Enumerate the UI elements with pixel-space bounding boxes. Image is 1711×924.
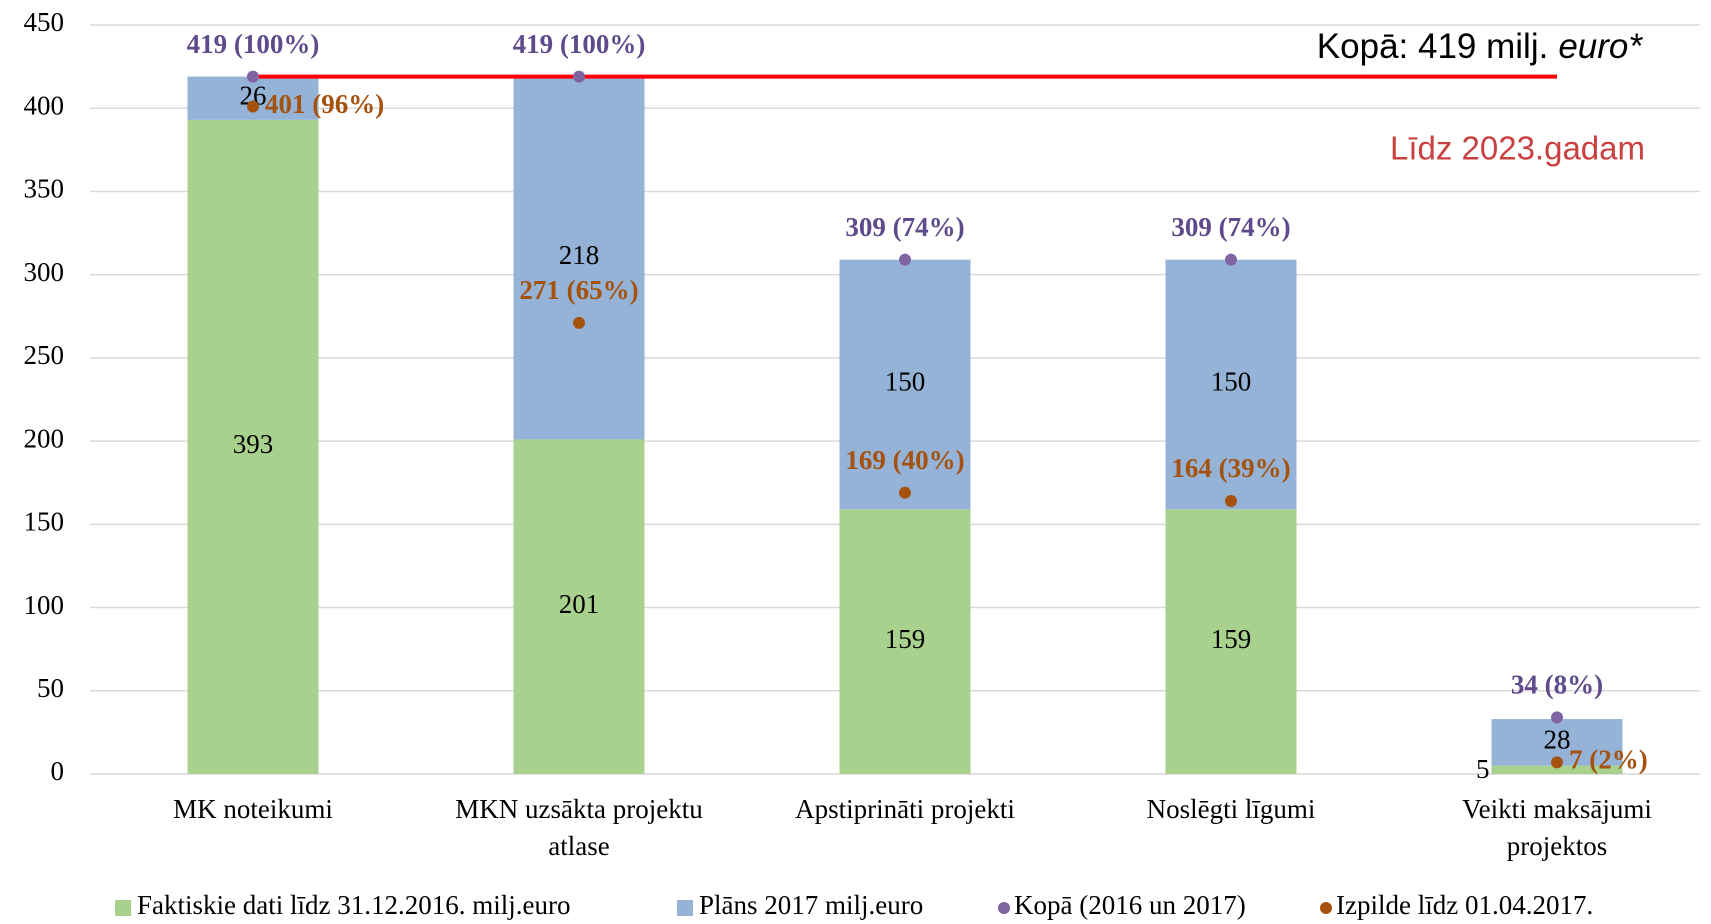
- legend-label: Plāns 2017 milj.euro: [699, 890, 923, 920]
- point-label: 164 (39%): [1171, 453, 1290, 483]
- note: Līdz 2023.gadam: [1390, 130, 1645, 167]
- point: [573, 70, 585, 83]
- y-tick-label: 150: [24, 507, 65, 537]
- point-label: 419 (100%): [513, 29, 646, 59]
- y-tick-label: 0: [51, 756, 65, 786]
- point: [1551, 711, 1563, 724]
- bar-segment: [839, 259, 971, 510]
- point: [247, 100, 259, 113]
- segment-label: 159: [885, 624, 926, 654]
- bar-segment: [839, 509, 971, 774]
- y-tick-label: 200: [24, 423, 65, 453]
- bar-segment: [187, 76, 319, 120]
- point-label: 34 (8%): [1511, 670, 1603, 700]
- point-label: 309 (74%): [845, 212, 964, 242]
- segment-label: 5: [1476, 754, 1490, 784]
- x-tick-label-line: atlase: [548, 831, 609, 861]
- point-label: 271 (65%): [519, 275, 638, 305]
- legend-label: Izpilde līdz 01.04.2017.: [1336, 890, 1593, 920]
- x-tick-label-line: projektos: [1507, 831, 1608, 861]
- bar-segment: [187, 119, 319, 774]
- legend-swatch: [677, 900, 693, 916]
- point-label: 401 (96%): [265, 89, 384, 119]
- bars: [187, 76, 1623, 774]
- point: [899, 486, 911, 499]
- legend-label: Faktiskie dati līdz 31.12.2016. milj.eur…: [137, 890, 570, 920]
- x-tick-label: MKN uzsākta projektu atlase: [455, 794, 703, 861]
- segment-label: 201: [559, 589, 600, 619]
- point: [247, 70, 259, 83]
- x-tick-label: Veikti maksājumi projektos: [1462, 794, 1652, 861]
- segment-label: 393: [233, 429, 274, 459]
- segment-label: 159: [1211, 624, 1252, 654]
- x-tick-label: Apstiprināti projekti: [795, 794, 1015, 824]
- x-tick-label: MK noteikumi: [173, 794, 333, 824]
- y-tick-label: 450: [24, 7, 65, 37]
- point: [1225, 495, 1237, 508]
- bar-segment: [513, 439, 645, 774]
- y-tick-label: 50: [37, 673, 64, 703]
- bar-segment: [1165, 259, 1297, 510]
- segment-label: 28: [1544, 725, 1571, 755]
- segment-label: 150: [1211, 367, 1252, 397]
- legend-swatch: [115, 900, 131, 916]
- y-tick-label: 350: [24, 174, 65, 204]
- point: [899, 253, 911, 266]
- point: [1225, 253, 1237, 266]
- point-label: 419 (100%): [187, 29, 320, 59]
- x-tick-label-line: Veikti maksājumi: [1462, 794, 1652, 824]
- reference-label: Kopā: 419 milj. euro*: [1317, 27, 1644, 66]
- point: [573, 316, 585, 329]
- bar-segment: [1165, 509, 1297, 774]
- x-tick-label-line: MKN uzsākta projektu: [455, 794, 703, 824]
- segment-label: 218: [559, 240, 600, 270]
- y-tick-label: 100: [24, 590, 65, 620]
- point-label: 7 (2%): [1569, 745, 1648, 775]
- bar-segment: [1491, 765, 1623, 774]
- legend: Faktiskie dati līdz 31.12.2016. milj.eur…: [115, 890, 1593, 920]
- legend-swatch: [998, 902, 1010, 914]
- x-tick-label: Noslēgti līgumi: [1147, 794, 1316, 824]
- point: [1551, 756, 1563, 769]
- y-tick-label: 250: [24, 340, 65, 370]
- legend-label: Kopā (2016 un 2017): [1014, 890, 1246, 920]
- legend-swatch: [1320, 902, 1332, 914]
- y-tick-label: 300: [24, 257, 65, 287]
- bar-segment: [513, 76, 645, 440]
- y-tick-label: 400: [24, 90, 65, 120]
- reference-label-italic: euro*: [1558, 27, 1643, 66]
- point-label: 169 (40%): [845, 445, 964, 475]
- reference-label-main: Kopā: 419 milj.: [1317, 27, 1549, 66]
- segment-label: 150: [885, 367, 926, 397]
- point-label: 309 (74%): [1171, 212, 1290, 242]
